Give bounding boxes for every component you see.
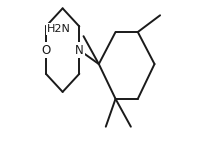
Text: O: O xyxy=(41,44,50,57)
Text: N: N xyxy=(75,44,84,57)
Text: H2N: H2N xyxy=(47,24,70,34)
